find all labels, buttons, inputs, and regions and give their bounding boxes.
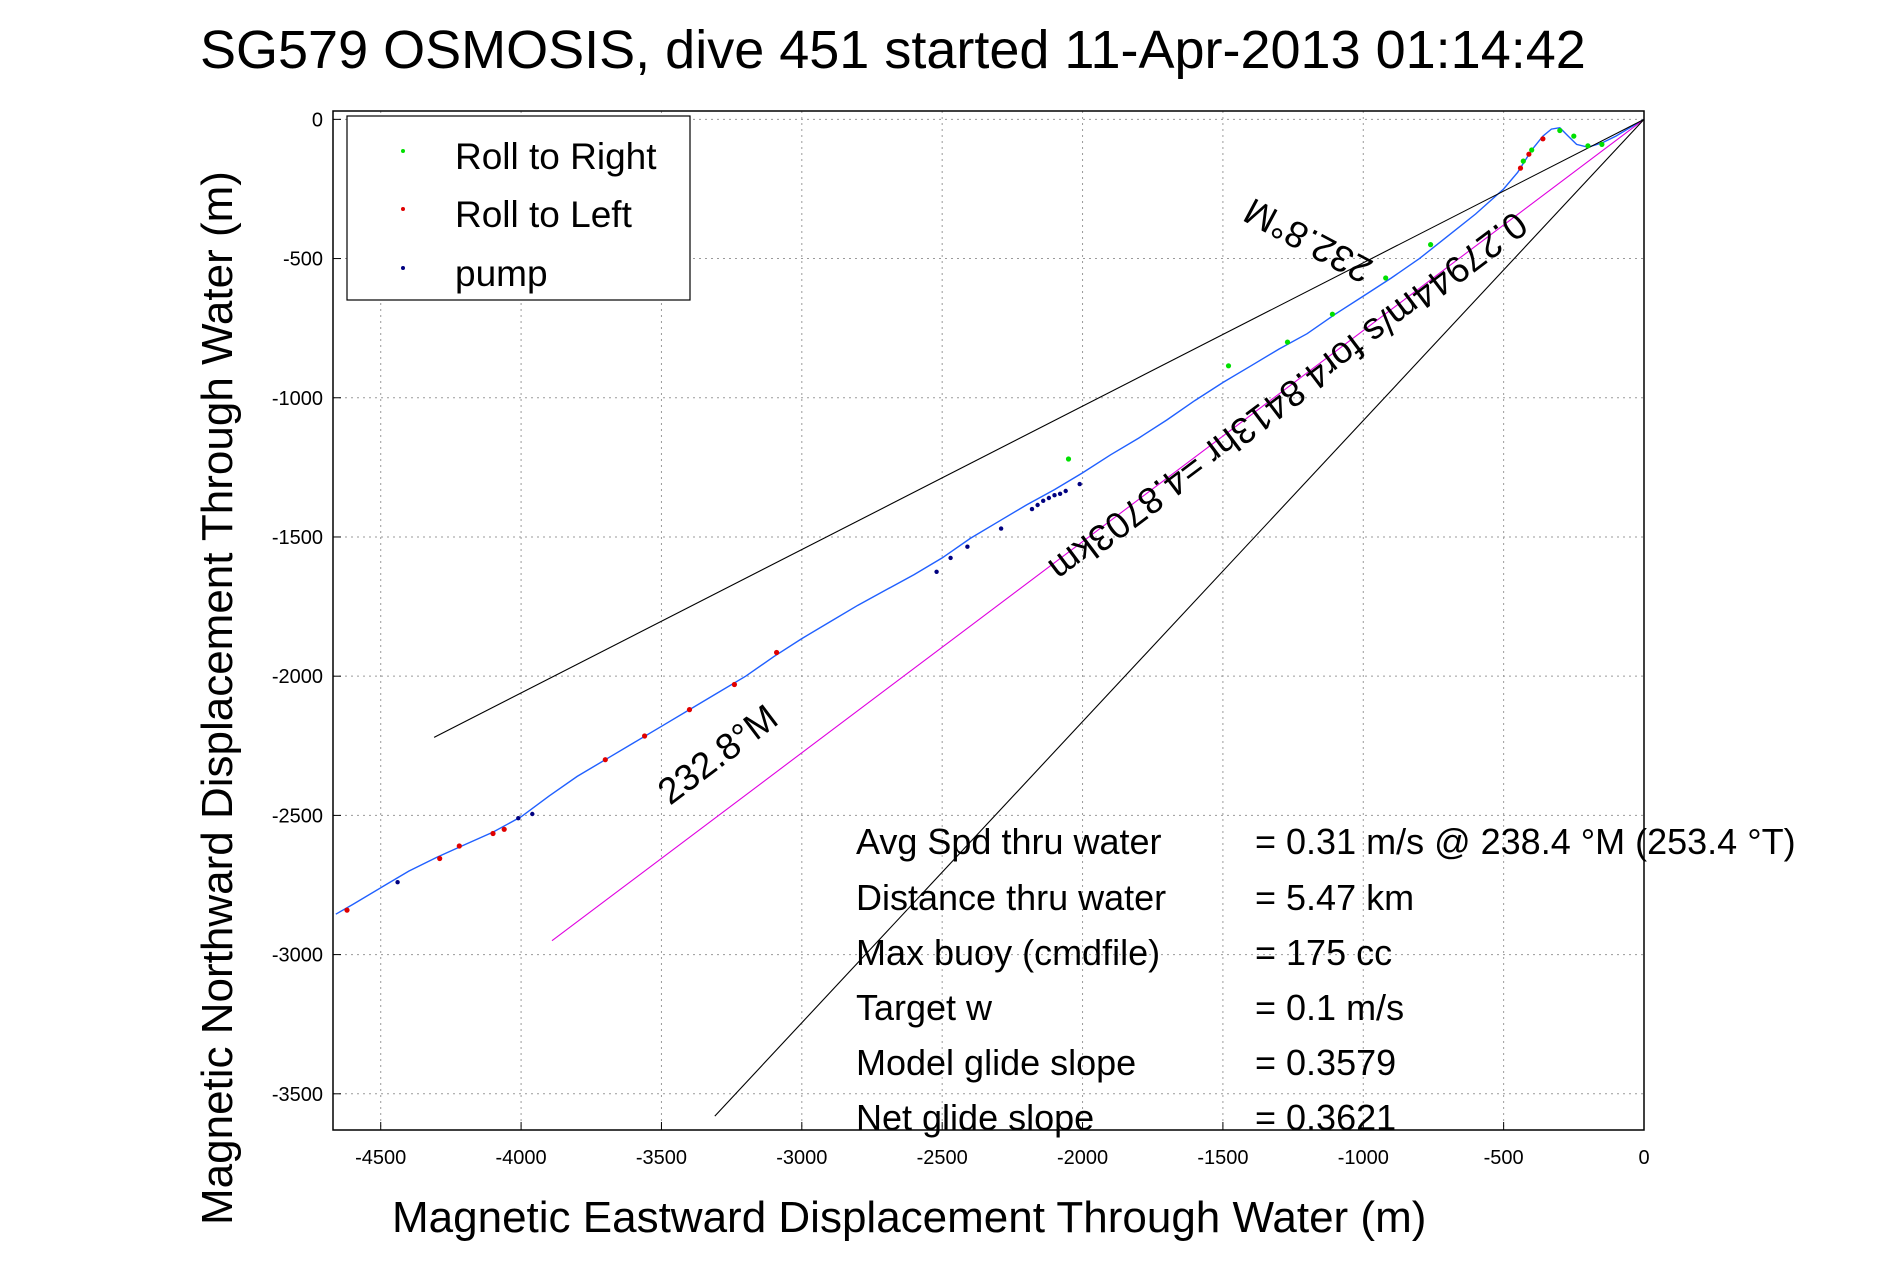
- roll-left-point: [437, 855, 443, 862]
- tick-labels: -4500 -4000 -3500 -3000 -2500 -2000 -1500 -1000…: [272, 109, 1650, 1169]
- roll-right-point: [1065, 456, 1072, 462]
- roll-left-point: [1526, 151, 1532, 157]
- roll-right-point: [1284, 339, 1291, 345]
- y-tick-label: -1000: [272, 388, 323, 410]
- x-tick-label: -1000: [1338, 1147, 1389, 1169]
- y-tick-label: -3000: [272, 945, 323, 967]
- stat-value-net-glide: = 0.3621: [1255, 1097, 1396, 1138]
- pump-point: [1052, 493, 1057, 498]
- roll-right-point: [1383, 275, 1389, 281]
- pump-point: [1046, 495, 1052, 501]
- pump-point: [530, 811, 535, 817]
- pump-point: [1057, 491, 1063, 496]
- x-tick-label: -2000: [1057, 1147, 1108, 1169]
- legend-label-roll-left: Roll to Left: [455, 194, 633, 235]
- roll-left-point: [344, 907, 350, 913]
- x-axis-title: Magnetic Eastward Displacement Through W…: [392, 1193, 1426, 1242]
- heading-line: [551, 118, 1645, 942]
- legend-label-pump: pump: [455, 253, 548, 294]
- y-tick-label: -1500: [272, 527, 323, 549]
- pump-point: [1035, 502, 1040, 508]
- bound-line-lower: [714, 119, 1645, 1117]
- legend-marker-roll-left: [401, 207, 405, 211]
- roll-right-point: [1599, 141, 1605, 147]
- x-tick-label: -1500: [1197, 1147, 1248, 1169]
- roll-left-point: [774, 649, 780, 656]
- y-tick-label: 0: [312, 109, 323, 131]
- x-tick-label: -4500: [355, 1147, 406, 1169]
- pump-point: [1077, 481, 1082, 487]
- roll-right-point: [1428, 242, 1434, 248]
- roll-left-point: [642, 733, 648, 739]
- roll-left-point: [1517, 165, 1524, 171]
- roll-right-point: [1557, 127, 1563, 134]
- pump-point: [516, 816, 521, 821]
- stat-label-max-buoy: Max buoy (cmdfile): [856, 932, 1160, 973]
- roll-right-point: [1329, 311, 1335, 317]
- pump-point: [998, 526, 1004, 531]
- data-lines: [335, 118, 1645, 1117]
- roll-left-point: [602, 757, 608, 763]
- roll-left-point: [1540, 136, 1546, 142]
- x-tick-label: 0: [1638, 1147, 1649, 1169]
- pump-point: [1029, 506, 1035, 512]
- x-tick-label: -3000: [776, 1147, 827, 1169]
- stat-label-avg-speed: Avg Spd thru water: [856, 821, 1162, 862]
- x-tick-label: -3500: [636, 1147, 687, 1169]
- roll-right-point: [1529, 147, 1535, 153]
- legend-marker-roll-right: [401, 149, 405, 153]
- roll-left-point: [501, 826, 507, 832]
- stat-value-max-buoy: = 175 cc: [1255, 932, 1392, 973]
- roll-left-point: [456, 843, 462, 849]
- roll-right-point: [1571, 133, 1577, 139]
- pump-point: [1041, 498, 1046, 503]
- stat-value-distance: = 5.47 km: [1255, 877, 1414, 918]
- roll-right-point: [1225, 363, 1232, 369]
- roll-right-point: [1585, 143, 1591, 149]
- roll-right-point: [1520, 158, 1526, 164]
- roll-left-point: [686, 707, 693, 713]
- stat-value-avg-speed: = 0.31 m/s @ 238.4 °M (253.4 °T): [1255, 821, 1796, 862]
- y-tick-label: -2000: [272, 666, 323, 688]
- stats-block: Avg Spd thru water = 0.31 m/s @ 238.4 °M…: [856, 821, 1796, 1138]
- stat-value-target-w: = 0.1 m/s: [1255, 987, 1404, 1028]
- y-tick-label: -500: [283, 249, 323, 271]
- legend: Roll to Right Roll to Left pump: [346, 115, 691, 301]
- x-tick-label: -4000: [496, 1147, 547, 1169]
- chart-title: SG579 OSMOSIS, dive 451 started 11-Apr-2…: [200, 20, 1586, 80]
- track-line: [335, 118, 1645, 915]
- x-tick-label: -500: [1484, 1147, 1524, 1169]
- plot-frame: [332, 110, 1645, 1131]
- data-markers: [344, 127, 1605, 913]
- legend-label-roll-right: Roll to Right: [455, 136, 657, 177]
- stat-value-model-glide: = 0.3579: [1255, 1042, 1396, 1083]
- roll-left-point: [731, 681, 738, 688]
- stat-label-target-w: Target w: [856, 987, 993, 1028]
- stat-label-model-glide: Model glide slope: [856, 1042, 1136, 1083]
- stat-label-distance: Distance thru water: [856, 877, 1166, 918]
- pump-point: [948, 555, 953, 561]
- pump-point: [1063, 488, 1068, 494]
- bound-line-upper: [433, 118, 1645, 738]
- legend-marker-pump: [401, 266, 405, 270]
- pump-point: [934, 569, 939, 574]
- stat-label-net-glide: Net glide slope: [856, 1097, 1094, 1138]
- y-axis-title: Magnetic Northward Displacement Through …: [193, 171, 242, 1225]
- roll-left-point: [490, 830, 496, 837]
- y-tick-label: -2500: [272, 805, 323, 827]
- y-tick-label: -3500: [272, 1084, 323, 1106]
- pump-point: [395, 880, 400, 885]
- pump-point: [965, 544, 970, 549]
- x-tick-label: -2500: [917, 1147, 968, 1169]
